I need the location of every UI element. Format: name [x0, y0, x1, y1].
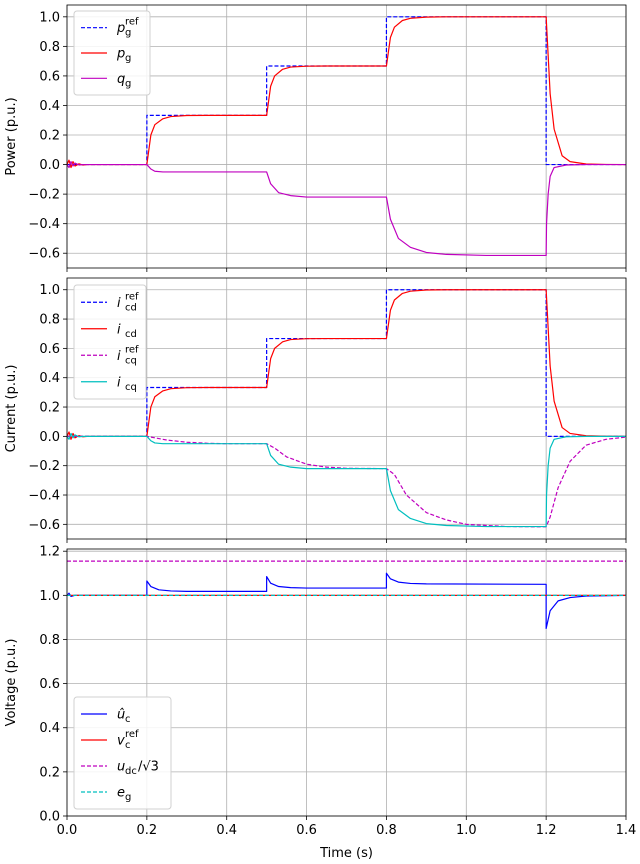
- legend-label: i: [117, 296, 121, 311]
- y-tick-label: 0.4: [39, 99, 60, 114]
- y-tick-label: 0.0: [39, 158, 60, 173]
- x-tick-label: 0.4: [216, 823, 237, 838]
- legend-label-sub: dc: [125, 766, 137, 777]
- y-tick-label: −0.2: [28, 459, 60, 474]
- series-line-0: [67, 289, 626, 437]
- legend-label-tail: /√3: [138, 760, 159, 775]
- axes-frame: [66, 277, 627, 540]
- legend-label-sup: ref: [125, 344, 139, 355]
- y-tick-label: 1.2: [39, 545, 60, 560]
- y-tick-label: 0.6: [39, 342, 60, 357]
- y-tick-label: 0.6: [39, 677, 60, 692]
- legend-label-sub: cq: [125, 382, 137, 393]
- legend-label: i: [117, 375, 121, 390]
- legend-label-sup: ref: [125, 291, 139, 302]
- x-axis-label: Time (s): [319, 846, 373, 861]
- legend-label-sub: c: [125, 740, 131, 751]
- voltage-panel: 0.0 0.2 0.4 0.6 0.8 1.0 1.2 1.4 0.0 0.2 0.4 0.6 0.8 1…: [4, 545, 636, 861]
- legend-label-sup: ref: [125, 729, 139, 740]
- y-tick-label: 0.8: [39, 313, 60, 328]
- legend-label: i: [117, 349, 121, 364]
- y-axis-label: Voltage (p.u.): [4, 639, 19, 727]
- series-line-3: [67, 432, 626, 528]
- y-tick-label: 0.2: [39, 765, 60, 780]
- legend-label-sub: g: [125, 792, 131, 803]
- series-line-0: [67, 16, 626, 166]
- legend-label-sub: cq: [125, 355, 137, 366]
- legend-label-sub: cd: [125, 329, 137, 340]
- y-tick-label: −0.4: [28, 217, 60, 232]
- current-panel: −0.6 −0.4 −0.2 0.0 0.2 0.4 0.6 0.8 1.0 Current (p…: [4, 277, 627, 543]
- legend-label: i: [117, 322, 121, 337]
- y-tick-label: 0.2: [39, 401, 60, 416]
- axes-frame: [66, 548, 627, 817]
- y-tick-label: 1.0: [39, 589, 60, 604]
- power-panel: −0.6 −0.4 −0.2 0.0 0.2 0.4 0.6 0.8 1.0 Power (p.u…: [4, 4, 627, 272]
- x-tick-label: 0.6: [296, 823, 317, 838]
- series-line-1: [67, 289, 626, 440]
- y-tick-label: 1.0: [39, 10, 60, 25]
- y-tick-label: 0.4: [39, 371, 60, 386]
- y-axis-label: Power (p.u.): [4, 97, 19, 175]
- y-tick-label: 0.4: [39, 721, 60, 736]
- legend-label: q: [117, 72, 125, 87]
- axes-frame: [66, 4, 627, 269]
- legend-label: u: [117, 760, 125, 775]
- legend-label-sub: g: [125, 78, 131, 89]
- y-tick-label: 0.6: [39, 69, 60, 84]
- y-tick-label: 0.0: [39, 430, 60, 445]
- legend-label: û: [117, 708, 125, 723]
- legend-label-sub: g: [125, 53, 131, 64]
- y-tick-label: −0.4: [28, 489, 60, 504]
- legend-label: p: [116, 21, 125, 36]
- series-line-0: [67, 572, 626, 630]
- x-tick-label: 1.2: [536, 823, 557, 838]
- y-axis-label: Current (p.u.): [4, 365, 19, 453]
- series-line-2: [67, 435, 626, 528]
- series-line-2: [67, 161, 626, 257]
- y-tick-label: 1.0: [39, 283, 60, 298]
- x-tick-label: 0.2: [137, 823, 158, 838]
- legend-label-sub: g: [125, 28, 131, 39]
- y-tick-label: 0.8: [39, 40, 60, 55]
- y-tick-label: −0.6: [28, 247, 60, 262]
- legend-label-sub: c: [125, 714, 131, 725]
- x-tick-label: 1.4: [616, 823, 637, 838]
- legend-label-sup: ref: [125, 17, 139, 28]
- series-line-1: [67, 16, 626, 169]
- x-tick-label: 0.0: [57, 823, 78, 838]
- y-tick-label: −0.2: [28, 188, 60, 203]
- x-tick-label: 0.8: [376, 823, 397, 838]
- legend-label: p: [116, 47, 125, 62]
- legend-label-sub: cd: [125, 302, 137, 313]
- y-tick-label: −0.6: [28, 518, 60, 533]
- y-tick-label: 0.8: [39, 633, 60, 648]
- legend-label: e: [117, 786, 125, 801]
- x-tick-label: 1.0: [456, 823, 477, 838]
- legend-label: v: [117, 734, 125, 749]
- y-tick-label: 0.0: [39, 810, 60, 825]
- y-tick-label: 0.2: [39, 129, 60, 144]
